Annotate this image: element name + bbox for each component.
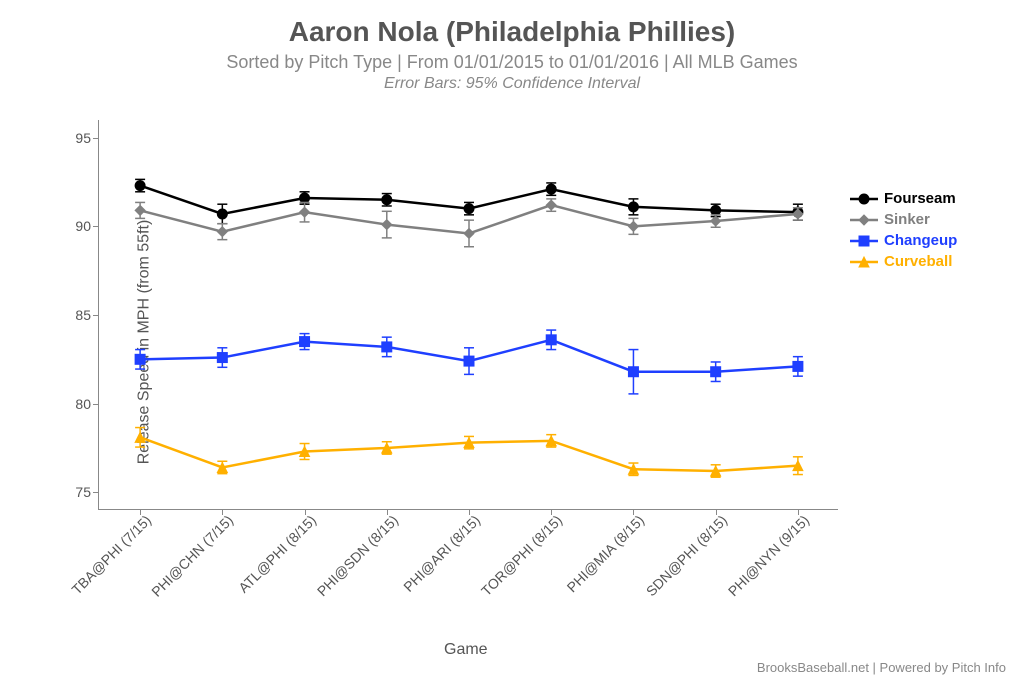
x-tick-mark (551, 509, 552, 515)
chart-error-note: Error Bars: 95% Confidence Interval (0, 75, 1024, 93)
series-marker (711, 216, 721, 226)
series-marker (382, 342, 392, 352)
attribution-text: BrooksBaseball.net | Powered by Pitch In… (757, 660, 1006, 675)
series-marker (135, 354, 145, 364)
series-marker (546, 200, 556, 210)
y-tick-mark (93, 226, 99, 227)
x-tick-label: PHI@NYN (9/15) (725, 512, 812, 599)
legend-swatch (850, 234, 878, 248)
series-marker (628, 367, 638, 377)
y-tick-mark (93, 492, 99, 493)
x-tick-label: TBA@PHI (7/15) (69, 512, 155, 598)
series-marker (711, 367, 721, 377)
series-marker (217, 209, 227, 219)
series-marker (382, 220, 392, 230)
x-tick-mark (469, 509, 470, 515)
series-marker (628, 202, 638, 212)
series-marker (135, 205, 145, 215)
legend: Fourseam Sinker Changeup Curveball (850, 190, 957, 274)
legend-label: Sinker (884, 211, 930, 228)
legend-item-sinker: Sinker (850, 211, 957, 228)
y-tick-mark (93, 404, 99, 405)
series-marker (628, 221, 638, 231)
x-tick-label: PHI@ARI (8/15) (400, 512, 483, 595)
plot-area: 7580859095TBA@PHI (7/15)PHI@CHN (7/15)AT… (98, 120, 838, 510)
x-tick-mark (222, 509, 223, 515)
series-marker (300, 193, 310, 203)
plot-svg (99, 120, 839, 510)
series-marker (217, 353, 227, 363)
x-tick-mark (633, 509, 634, 515)
legend-label: Fourseam (884, 190, 956, 207)
chart-title: Aaron Nola (Philadelphia Phillies) (0, 16, 1024, 48)
y-tick-mark (93, 138, 99, 139)
series-marker (300, 207, 310, 217)
title-block: Aaron Nola (Philadelphia Phillies) Sorte… (0, 0, 1024, 93)
legend-label: Curveball (884, 253, 952, 270)
series-marker (135, 181, 145, 191)
series-marker (300, 337, 310, 347)
legend-swatch (850, 192, 878, 206)
chart-subtitle: Sorted by Pitch Type | From 01/01/2015 t… (0, 52, 1024, 73)
legend-swatch (850, 213, 878, 227)
legend-label: Changeup (884, 232, 957, 249)
legend-item-curveball: Curveball (850, 253, 957, 270)
x-tick-mark (387, 509, 388, 515)
x-axis-label: Game (444, 641, 488, 659)
x-tick-mark (140, 509, 141, 515)
series-marker (464, 204, 474, 214)
series-marker (546, 335, 556, 345)
series-marker (464, 228, 474, 238)
chart-container: Aaron Nola (Philadelphia Phillies) Sorte… (0, 0, 1024, 683)
series-marker (382, 195, 392, 205)
x-tick-label: SDN@PHI (8/15) (642, 512, 729, 599)
series-marker (793, 361, 803, 371)
y-tick-mark (93, 315, 99, 316)
x-tick-label: PHI@SDN (8/15) (314, 512, 401, 599)
x-tick-label: ATL@PHI (8/15) (235, 512, 319, 596)
series-marker (711, 205, 721, 215)
x-tick-mark (716, 509, 717, 515)
series-marker (464, 356, 474, 366)
x-tick-label: PHI@CHN (7/15) (149, 512, 237, 600)
x-tick-label: TOR@PHI (8/15) (478, 512, 565, 599)
series-marker (546, 184, 556, 194)
x-tick-mark (305, 509, 306, 515)
x-tick-label: PHI@MIA (8/15) (564, 512, 648, 596)
x-tick-mark (798, 509, 799, 515)
legend-item-fourseam: Fourseam (850, 190, 957, 207)
legend-swatch (850, 255, 878, 269)
series-marker (217, 227, 227, 237)
legend-item-changeup: Changeup (850, 232, 957, 249)
